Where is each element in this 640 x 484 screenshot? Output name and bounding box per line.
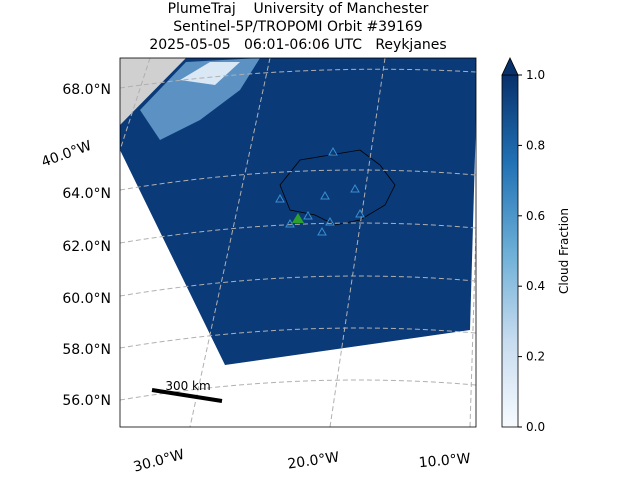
scale-bar [151,388,223,403]
iceland-outline [279,149,396,226]
colorbar-tick-label: 1.0 [526,68,545,82]
colorbar-label: Cloud Fraction [557,208,571,294]
lat-label: 62.0°N [62,239,111,255]
colorbar-tick-label: 0.0 [526,420,545,434]
title-line: PlumeTraj University of Manchester [168,1,429,17]
lat-label: 68.0°N [62,82,111,98]
target-volcano [292,213,304,223]
lon-label: 40.0°W [39,138,93,171]
colorbar [501,74,519,428]
colorbar-tick-label: 0.2 [526,350,545,364]
lat-label: 58.0°N [62,342,111,358]
colorbar-tick-label: 0.4 [526,279,545,293]
title-line: Sentinel-5P/TROPOMI Orbit #39169 [173,19,422,35]
colorbar-tick-label: 0.8 [526,138,545,152]
map-area [120,58,476,427]
colorbar-extend [501,57,519,76]
colorbar-tick-label: 0.6 [526,209,545,223]
lat-label: 56.0°N [62,393,111,409]
map-frame [119,57,477,428]
lon-label: 20.0°W [287,449,341,472]
lon-label: 30.0°W [132,447,187,476]
title-line: 2025-05-05 06:01-06:06 UTC Reykjanes [149,37,446,53]
lon-label: 10.0°W [418,451,471,471]
lat-label: 60.0°N [62,291,111,307]
lat-label: 64.0°N [62,186,111,202]
thin-cloud [180,62,240,85]
thin-cloud [140,58,260,140]
scale-bar-label: 300 km [165,379,210,393]
